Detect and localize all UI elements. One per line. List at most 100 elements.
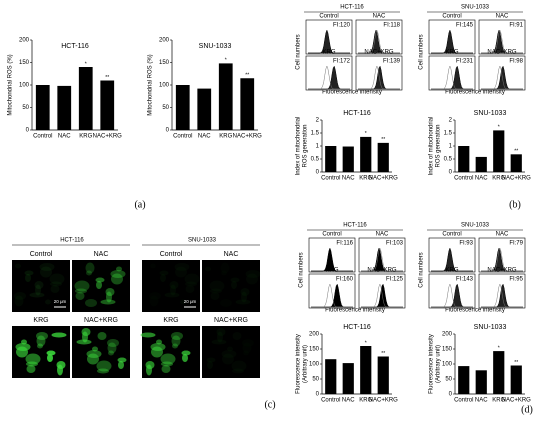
fluorescent-cell	[25, 274, 31, 282]
y-tick-label: 1.5	[444, 131, 453, 137]
panel-label: (a)	[134, 199, 145, 210]
x-tick-label: KRG	[359, 176, 372, 182]
y-axis-label: Cell numbers	[296, 34, 302, 69]
histogram	[431, 247, 473, 272]
fluorescent-cell	[39, 263, 55, 271]
fluorescent-cell	[15, 343, 31, 351]
fluorescent-cell	[210, 281, 225, 292]
fluorescent-cell	[95, 277, 105, 283]
fluorescent-cell	[75, 292, 85, 300]
fluorescent-cell	[160, 274, 166, 282]
fluorescent-cell	[164, 292, 180, 298]
fluorescent-cell	[50, 281, 62, 287]
bar	[510, 154, 522, 172]
y-tick-label: 0	[166, 128, 170, 134]
bar	[510, 365, 522, 394]
panel-label: (d)	[521, 404, 533, 415]
cell-label: KRG	[445, 268, 458, 274]
y-tick-label: 100	[159, 83, 170, 89]
micro-label: NAC	[94, 251, 109, 258]
annotation: **	[514, 360, 518, 366]
micro-image	[72, 260, 130, 312]
y-axis-label: Cell numbers	[419, 34, 425, 69]
fluorescent-cell	[230, 277, 240, 283]
bar	[325, 359, 337, 394]
y-tick-label: 50	[162, 105, 169, 111]
y-tick-label: 200	[19, 38, 30, 44]
fluorescent-cell	[161, 365, 171, 373]
x-tick-label: KRG	[359, 398, 372, 404]
fluorescent-cell	[175, 263, 190, 271]
histogram-frame	[428, 273, 476, 309]
x-tick-label: NAC	[342, 176, 355, 182]
bar	[458, 366, 470, 394]
x-axis-label: Fluorescence intensity	[445, 308, 505, 314]
bar	[493, 351, 505, 394]
fluorescent-cell	[26, 365, 36, 373]
fluorescent-cell	[235, 299, 251, 305]
fluorescent-cell	[85, 262, 95, 274]
x-tick-label: NAC+KRG	[93, 134, 123, 140]
annotation: **	[245, 73, 249, 79]
x-axis-label: Fluorescence intensity	[322, 90, 382, 96]
fluorescent-cell	[185, 274, 200, 285]
bar	[342, 146, 354, 172]
fluorescent-cell	[100, 299, 116, 305]
y-tick-label: 1	[449, 144, 453, 150]
panel-label: (c)	[264, 399, 275, 410]
fluorescent-cell	[232, 361, 247, 372]
fi-label: FI:79	[509, 241, 523, 247]
fluorescent-cell	[220, 299, 232, 307]
x-tick-label: NAC+KRG	[369, 176, 399, 182]
bar	[57, 85, 72, 130]
y-axis-label: Index of mitochondrial	[429, 117, 435, 176]
y-axis-label: Fluorescence intensity	[296, 334, 302, 394]
fluorescent-cell	[150, 343, 166, 351]
y-tick-label: 200	[309, 332, 320, 338]
fluorescent-cell	[14, 292, 26, 300]
annotation: **	[381, 351, 385, 357]
fluorescent-cell	[96, 281, 102, 289]
cell-label: Control	[319, 14, 338, 20]
fluorescent-cell	[50, 285, 60, 293]
fluorescent-cell	[56, 361, 66, 369]
fluorescent-cell	[45, 299, 51, 305]
annotation: *	[498, 345, 500, 351]
fluorescent-cell	[86, 350, 102, 358]
bar	[325, 146, 337, 172]
cell-label: KRG	[325, 268, 338, 274]
cell-label: NAC+KRG	[364, 50, 394, 56]
fi-label: FI:116	[336, 241, 353, 247]
micro-label: Control	[160, 251, 183, 258]
control-outline	[481, 29, 523, 54]
cell-label: NAC+KRG	[487, 50, 517, 56]
fluorescent-cell	[231, 281, 237, 289]
y-tick-label: 1	[316, 144, 320, 150]
bar	[475, 156, 487, 172]
control-outline	[481, 65, 523, 90]
y-axis-label: ROS generation	[303, 124, 309, 167]
bar	[360, 346, 372, 394]
y-axis-label: Mitochondrial ROS (%)	[148, 54, 154, 115]
fluorescent-cell	[149, 292, 161, 300]
micro-label: Control	[30, 251, 53, 258]
fluorescent-cell	[206, 357, 216, 363]
fluorescent-cell	[241, 291, 247, 303]
micro-image	[202, 260, 260, 312]
x-tick-label: NAC+KRG	[233, 134, 263, 140]
x-tick-label: Control	[454, 176, 473, 182]
fi-label: FI:172	[333, 59, 351, 65]
y-tick-label: 200	[159, 38, 170, 44]
y-tick-label: 0	[316, 392, 320, 398]
fluorescent-cell	[172, 343, 178, 349]
micro-image	[142, 260, 200, 312]
micro-label: NAC+KRG	[214, 317, 248, 324]
fi-label: FI:231	[456, 59, 474, 65]
fluorescent-cell	[110, 270, 126, 278]
scale-label: 20 μm	[184, 299, 197, 304]
x-tick-label: NAC+KRG	[502, 398, 532, 404]
bar	[377, 142, 389, 172]
fluorescent-cell	[96, 360, 112, 372]
annotation: *	[365, 340, 367, 346]
fluorescent-cell	[211, 339, 227, 345]
